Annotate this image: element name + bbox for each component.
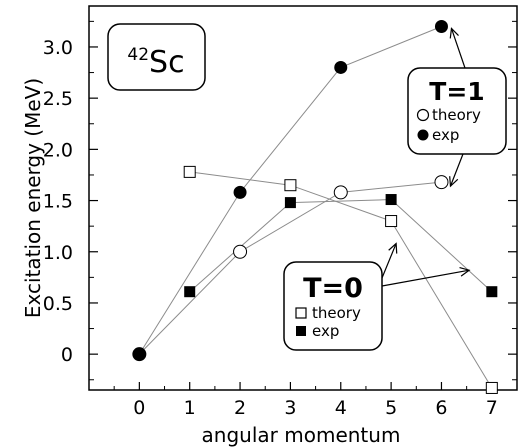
x-tick-label: 3 xyxy=(284,397,296,419)
callout-arrows xyxy=(381,27,471,287)
series-line-T=1-theory xyxy=(138,181,442,355)
data-point-T=0-exp xyxy=(284,197,296,209)
y-axis-title: Excitation energy (MeV) xyxy=(21,78,45,318)
x-tick-label: 1 xyxy=(184,397,196,419)
axis-ticks xyxy=(89,20,517,390)
data-point-T=1-exp xyxy=(233,185,247,199)
arrow-t0-theory-head xyxy=(388,242,398,254)
data-point-T=0-theory xyxy=(183,165,196,178)
legend-t1-exp-icon xyxy=(417,129,429,141)
y-tick-label: 0 xyxy=(61,344,73,366)
plot-frame xyxy=(88,5,518,391)
legend-t0-exp-icon xyxy=(296,326,306,336)
y-tick-label: 3.0 xyxy=(43,37,73,59)
x-tick-label: 2 xyxy=(234,397,246,419)
series-markers xyxy=(132,19,498,394)
data-point-T=0-exp xyxy=(486,286,498,298)
data-point-T=1-theory xyxy=(434,175,449,190)
legend-t0-theory-label: theory xyxy=(312,304,361,322)
data-point-T=0-theory xyxy=(485,381,498,394)
data-point-T=1-exp xyxy=(334,60,348,74)
nucleus-label-box: 42Sc xyxy=(107,23,206,91)
nucleus-label: 42Sc xyxy=(127,45,184,80)
legend-t0-title: T=0 xyxy=(303,273,363,304)
arrow-t0-theory xyxy=(381,243,397,279)
x-tick-label: 6 xyxy=(435,397,447,419)
legend-t1-title: T=1 xyxy=(429,77,484,106)
arrow-t1-theory xyxy=(449,153,464,187)
legend-t1-exp-label: exp xyxy=(432,126,459,144)
x-tick-labels: 0 1 2 3 4 5 6 7 xyxy=(133,397,498,419)
data-point-T=1-theory xyxy=(333,185,348,200)
arrow-t0-exp-head xyxy=(459,266,471,277)
arrow-t1-exp xyxy=(450,28,466,69)
arrow-t1-theory-head xyxy=(449,176,459,188)
arrow-t1-exp-head xyxy=(449,27,459,39)
x-tick-label: 4 xyxy=(335,397,347,419)
y-tick-label: 2.0 xyxy=(43,139,73,161)
legend-t1-theory-icon xyxy=(416,108,430,122)
legend-t1: T=1 theory exp xyxy=(407,67,507,155)
series-line-T=0-theory xyxy=(189,171,493,389)
data-point-T=0-theory xyxy=(385,215,398,228)
legend-t1-theory-label: theory xyxy=(432,106,481,124)
legend-t0: T=0 theory exp xyxy=(283,261,383,351)
series-line-T=1-exp xyxy=(138,26,442,355)
data-point-T=1-exp xyxy=(434,19,448,33)
nucleus-symbol: Sc xyxy=(149,45,185,80)
x-tick-label: 5 xyxy=(385,397,397,419)
nucleus-mass-number: 42 xyxy=(127,45,149,65)
x-tick-label: 0 xyxy=(133,397,145,419)
data-point-T=0-exp xyxy=(184,286,196,298)
data-point-T=1-theory xyxy=(233,244,248,259)
x-axis-title: angular momentum xyxy=(202,423,401,447)
legend-t0-exp-label: exp xyxy=(312,322,339,340)
data-point-T=0-exp xyxy=(385,194,397,206)
data-point-T=0-theory xyxy=(284,179,297,192)
y-tick-label: 2.5 xyxy=(43,88,73,110)
legend-t0-theory-icon xyxy=(295,307,307,319)
data-point-T=1-exp xyxy=(132,347,146,361)
y-tick-label: 1.5 xyxy=(43,191,73,213)
x-tick-label: 7 xyxy=(486,397,498,419)
y-tick-labels: 0 0.5 1.0 1.5 2.0 2.5 3.0 xyxy=(43,37,73,366)
arrow-t0-exp xyxy=(381,269,470,287)
y-tick-label: 1.0 xyxy=(43,242,73,264)
y-tick-label: 0.5 xyxy=(43,293,73,315)
